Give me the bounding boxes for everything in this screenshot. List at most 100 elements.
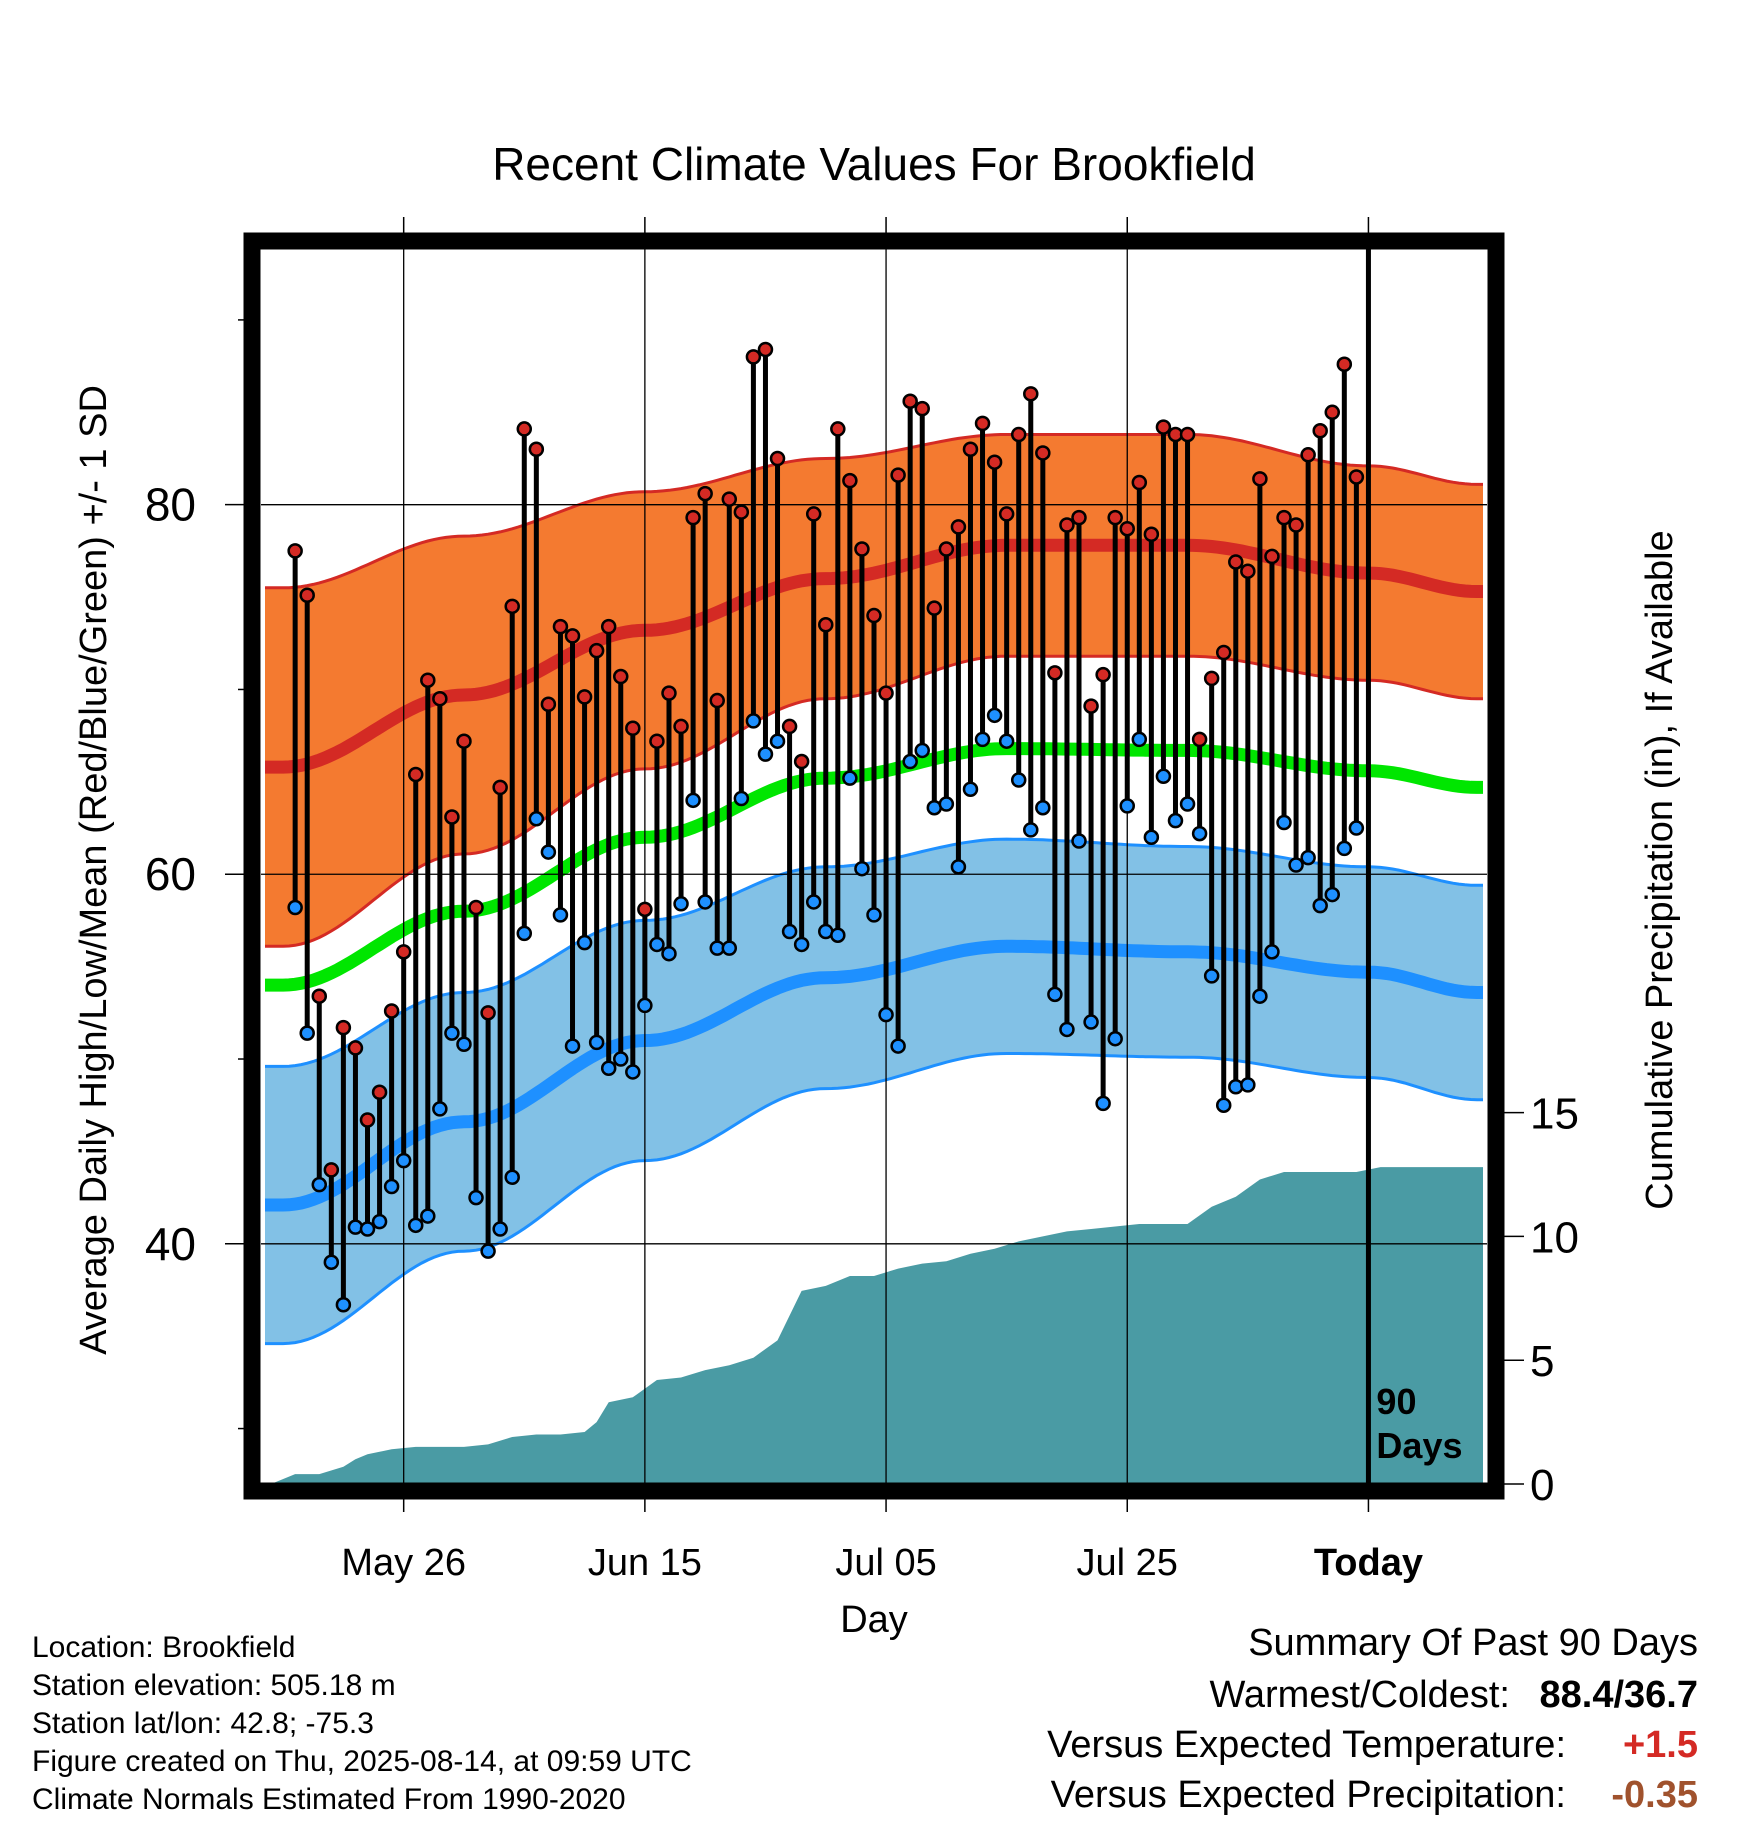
plot-frame: [243, 232, 1505, 1500]
high-mean-line: [265, 538, 1483, 774]
daily-low-point: [842, 770, 858, 786]
summary-temp-value: +1.5: [1622, 1724, 1698, 1766]
daily-high-point: [793, 753, 810, 770]
daily-high-point: [721, 491, 738, 507]
daily-high-point: [986, 454, 1003, 470]
daily-low-point: [950, 859, 967, 875]
daily-low-point: [383, 1178, 400, 1195]
daily-low-point: [769, 733, 786, 749]
daily-low-point: [299, 1025, 315, 1041]
daily-low-point: [1119, 798, 1135, 814]
daily-high-point: [552, 618, 569, 635]
daily-low-point: [721, 940, 738, 956]
daily-high-point: [1119, 520, 1135, 537]
daily-high-point: [1083, 698, 1099, 714]
daily-low-point: [1312, 897, 1328, 914]
daily-high-point: [805, 506, 822, 522]
daily-low-point: [986, 707, 1003, 724]
daily-high-point: [866, 607, 882, 624]
daily-low-point: [576, 934, 593, 951]
daily-low-point: [974, 731, 991, 748]
chart-title: Recent Climate Values For Brookfield: [492, 138, 1256, 190]
daily-low-point: [1095, 1095, 1111, 1112]
daily-low-point: [1059, 1021, 1075, 1038]
daily-low-point: [998, 733, 1015, 749]
daily-high-point: [673, 718, 689, 735]
daily-high-point: [1228, 554, 1244, 570]
daily-high-point: [962, 441, 979, 458]
daily-high-point: [432, 690, 448, 707]
daily-low-point: [902, 753, 918, 770]
high-sd-band-upper-edge: [265, 433, 1483, 590]
daily-high-point: [1131, 474, 1148, 491]
daily-high-point: [685, 509, 701, 526]
daily-low-point: [1300, 849, 1316, 866]
daily-low-point: [733, 790, 750, 807]
daily-high-point: [540, 696, 557, 712]
daily-high-point: [878, 685, 894, 701]
daily-low-point: [625, 1064, 641, 1080]
daily-low-point: [1035, 799, 1051, 816]
daily-high-point: [1336, 356, 1353, 373]
daily-low-point: [745, 713, 762, 729]
daily-low-point: [516, 925, 533, 942]
daily-low-point: [1191, 825, 1208, 842]
daily-low-point: [540, 844, 557, 860]
daily-low-point: [1203, 968, 1220, 984]
daily-high-point: [468, 899, 484, 916]
daily-high-point: [1276, 509, 1292, 526]
daily-low-point: [588, 1034, 605, 1051]
y-axis-left-label: Average Daily High/Low/Mean (Red/Blue/Gr…: [73, 385, 115, 1355]
daily-high-point: [649, 733, 665, 749]
y-axis-right-label: Cumulative Precipitation (in), If Availa…: [1639, 530, 1681, 1209]
daily-low-point: [962, 781, 979, 797]
daily-low-point: [407, 1217, 424, 1234]
summary-temp-label: Versus Expected Temperature:: [1047, 1724, 1566, 1766]
daily-low-point: [1047, 986, 1063, 1003]
daily-low-point: [371, 1213, 388, 1230]
y-left-tick-label: 40: [145, 1218, 196, 1270]
daily-high-point: [1252, 471, 1268, 487]
daily-low-point: [781, 923, 798, 940]
daily-high-point: [456, 733, 472, 749]
footer-location: Location: Brookfield: [32, 1631, 296, 1664]
daily-high-point: [926, 600, 943, 616]
precipitation-area: [273, 1167, 1483, 1483]
x-tick-label: May 26: [341, 1542, 466, 1584]
x-tick-label: Today: [1314, 1542, 1423, 1584]
x-tick-label: Jul 05: [835, 1542, 936, 1584]
daily-high-point: [661, 685, 677, 701]
daily-low-point: [637, 997, 653, 1014]
daily-low-point: [914, 742, 930, 759]
daily-low-point: [1107, 1030, 1123, 1047]
daily-low-point: [552, 907, 569, 923]
daily-low-point: [1179, 796, 1196, 812]
daily-high-point: [769, 450, 786, 467]
daily-low-point: [613, 1051, 629, 1067]
daily-high-point: [757, 341, 774, 358]
daily-low-point: [866, 907, 882, 923]
daily-low-point: [287, 899, 303, 916]
summary-warmest-value: 88.4/36.7: [1539, 1674, 1698, 1716]
daily-high-point: [1143, 526, 1160, 543]
low-sd-band: [265, 839, 1483, 1344]
daily-low-point: [395, 1152, 412, 1169]
daily-high-point: [600, 618, 617, 635]
daily-high-point: [1288, 517, 1304, 533]
daily-high-point: [818, 617, 834, 633]
daily-low-point: [1336, 840, 1353, 857]
daily-low-point: [359, 1221, 376, 1237]
daily-high-point: [492, 779, 508, 796]
summary-precip-value: -0.35: [1611, 1774, 1698, 1816]
daily-high-point: [504, 598, 520, 615]
daily-low-point: [456, 1036, 472, 1052]
daily-low-point: [528, 811, 545, 827]
daily-high-point: [335, 1019, 352, 1036]
daily-high-point: [311, 988, 328, 1004]
daily-low-point: [1167, 812, 1184, 829]
daily-high-point: [528, 441, 545, 458]
daily-high-point: [830, 421, 846, 437]
daily-high-point: [1324, 404, 1341, 421]
daily-low-point: [673, 896, 689, 912]
